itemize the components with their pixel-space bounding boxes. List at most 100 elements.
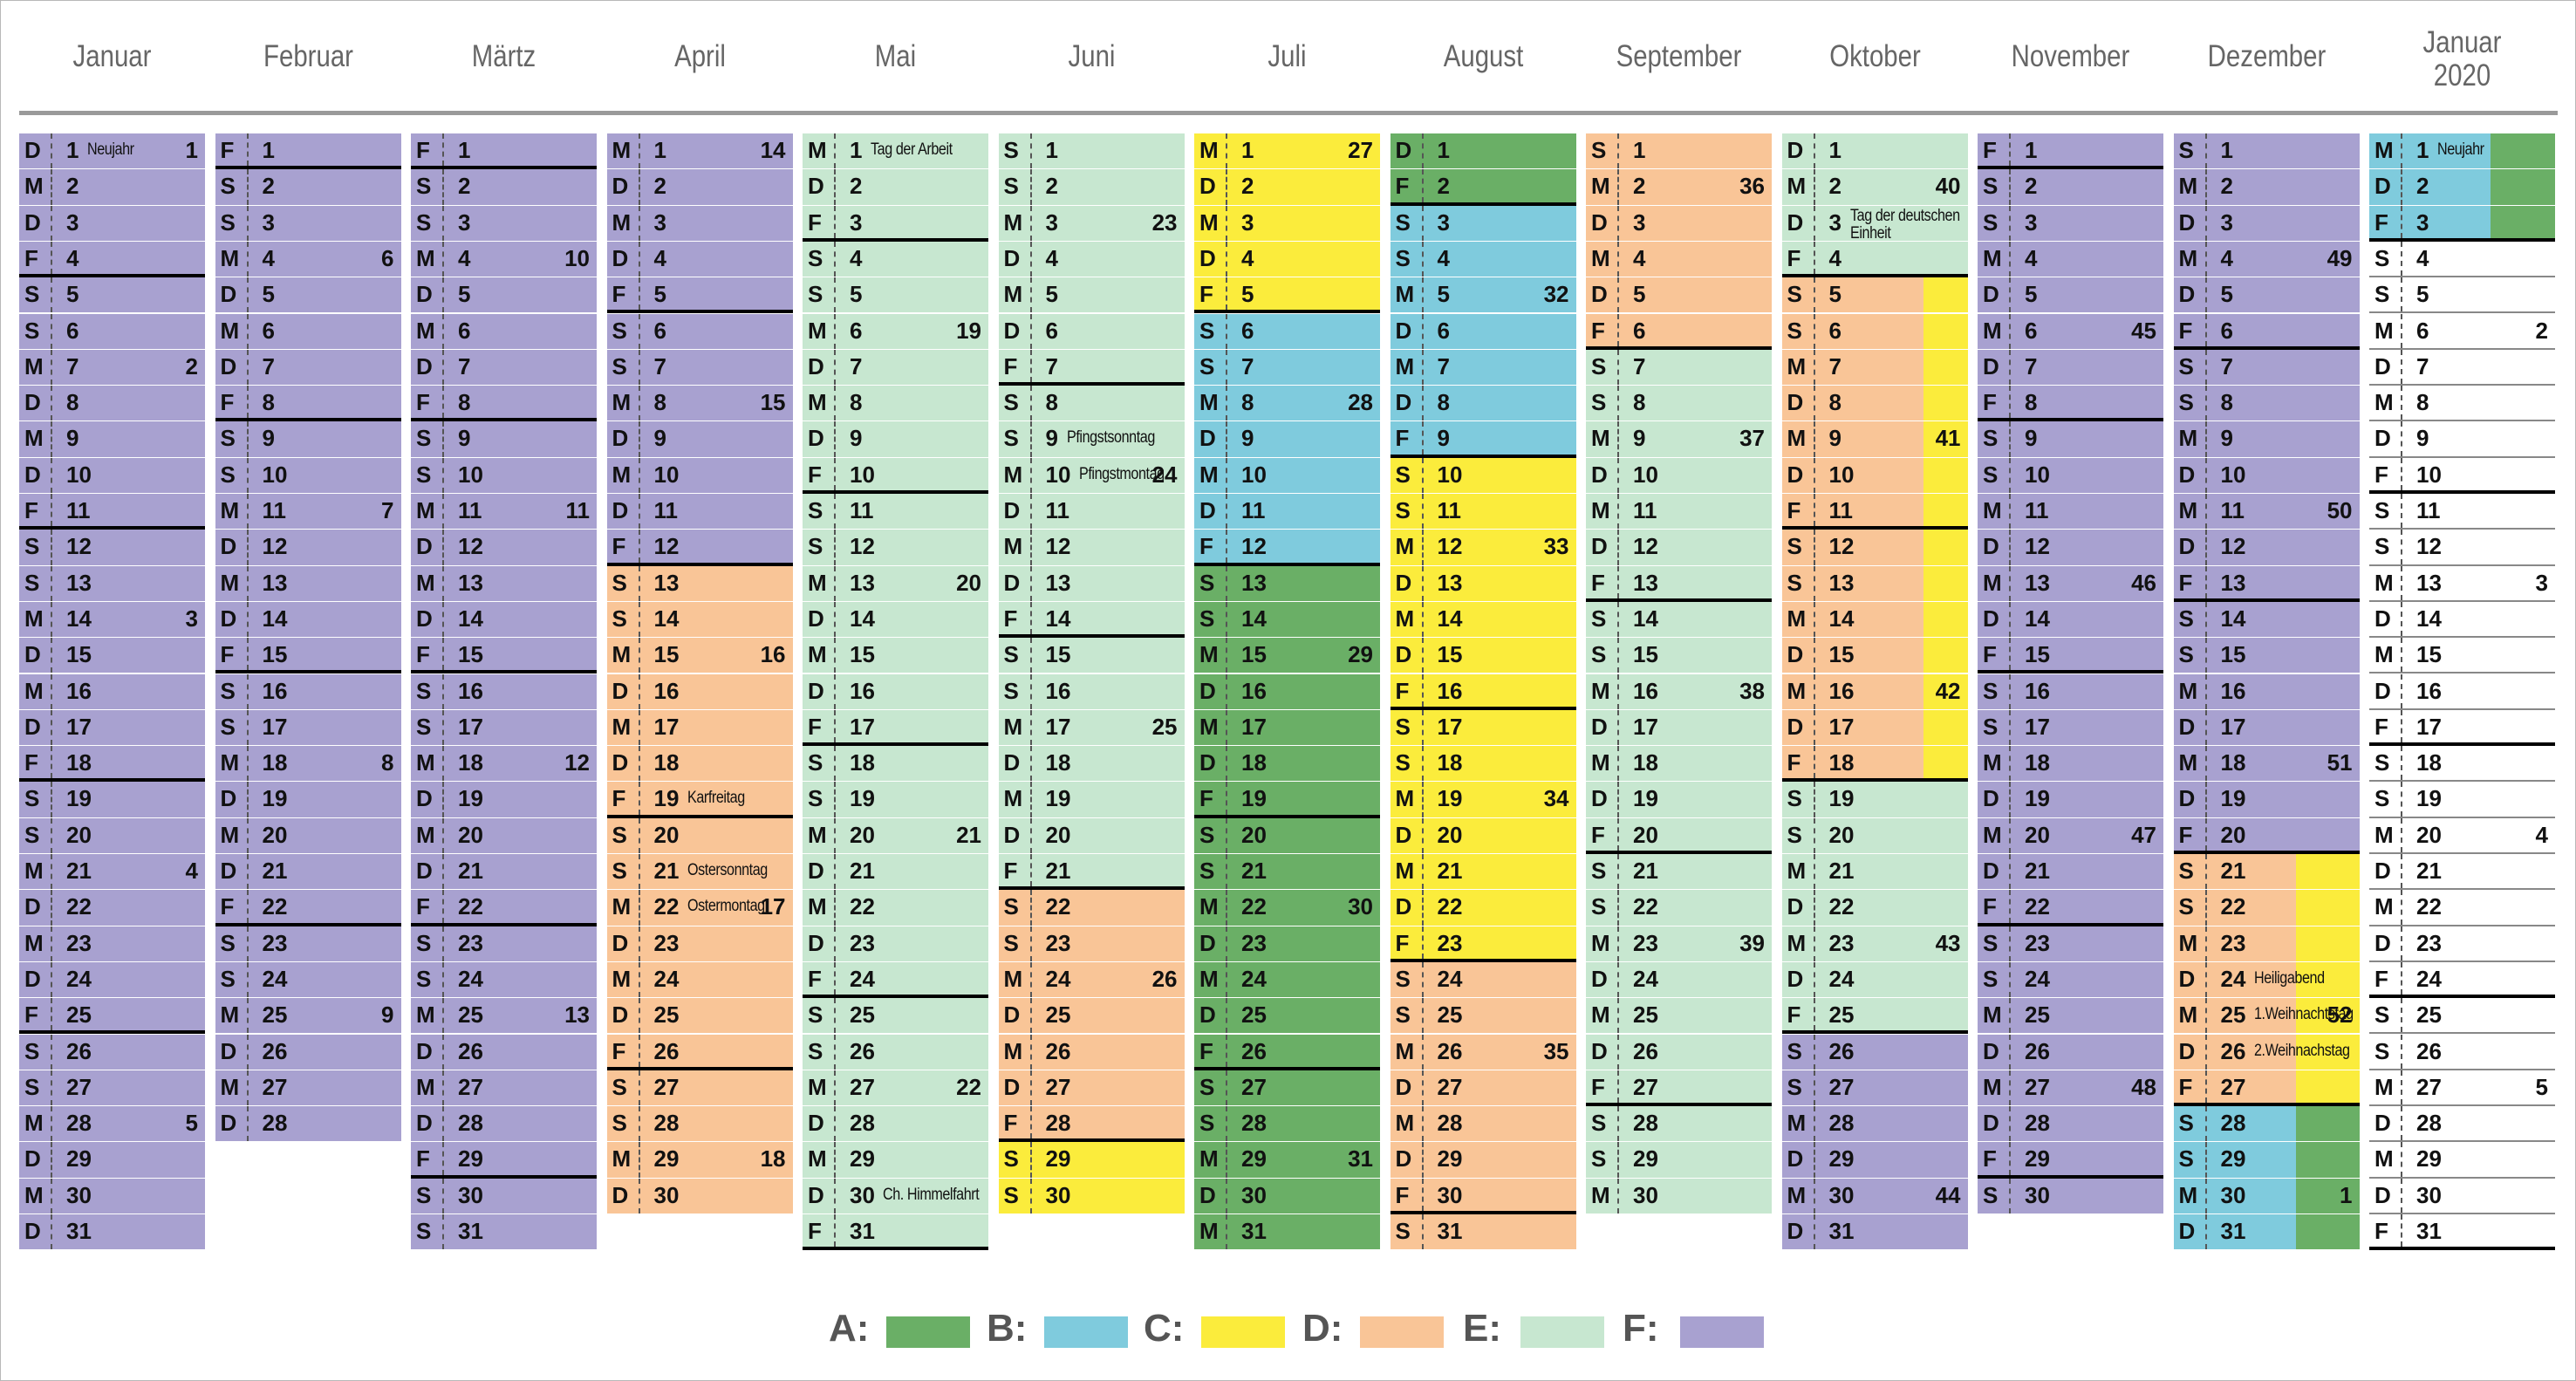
day-cell[interactable]: M 17 xyxy=(1194,709,1380,747)
day-cell[interactable]: D 22 xyxy=(1781,890,1968,926)
day-cell[interactable]: M 16 xyxy=(19,673,205,710)
day-cell[interactable]: D 23 xyxy=(803,926,988,962)
day-cell[interactable]: M 27 xyxy=(411,1070,597,1107)
day-cell[interactable]: S 23 xyxy=(215,926,401,962)
day-cell[interactable]: S 22 xyxy=(1586,890,1772,926)
day-cell[interactable]: M 1 27 xyxy=(1194,133,1380,170)
day-cell[interactable]: S 15 xyxy=(2173,638,2360,674)
day-cell[interactable]: S 18 xyxy=(1390,746,1576,783)
day-cell[interactable]: S 23 xyxy=(998,926,1185,962)
day-cell[interactable]: D 26 xyxy=(411,1034,597,1070)
day-cell[interactable]: S 26 xyxy=(1781,1034,1968,1070)
day-cell[interactable]: M 29 xyxy=(803,1142,988,1179)
day-cell[interactable]: S 24 xyxy=(1390,961,1576,999)
day-cell[interactable]: S 31 xyxy=(1390,1214,1576,1251)
day-cell[interactable]: D 3 Tag der deutschen Einheit xyxy=(1781,205,1968,242)
day-cell[interactable]: M 11 xyxy=(1586,494,1772,530)
day-cell[interactable]: S 26 xyxy=(19,1034,205,1070)
day-cell[interactable]: M 13 3 xyxy=(2369,565,2555,602)
day-cell[interactable]: F 11 xyxy=(19,494,205,530)
day-cell[interactable]: F 27 xyxy=(1586,1070,1772,1107)
day-cell[interactable]: D 23 xyxy=(606,926,793,962)
day-cell[interactable]: D 26 xyxy=(1978,1034,2163,1070)
day-cell[interactable]: S 16 xyxy=(998,673,1185,710)
day-cell[interactable]: F 31 xyxy=(2369,1214,2555,1251)
day-cell[interactable]: M 11 xyxy=(1978,494,2163,530)
day-cell[interactable]: M 30 1 xyxy=(2173,1178,2360,1214)
day-cell[interactable]: M 4 49 xyxy=(2173,241,2360,278)
day-cell[interactable]: S 17 xyxy=(1390,709,1576,747)
day-cell[interactable]: S 12 xyxy=(2369,530,2555,566)
day-cell[interactable]: F 28 xyxy=(998,1106,1185,1143)
day-cell[interactable]: M 27 22 xyxy=(803,1070,988,1107)
day-cell[interactable]: D 24 xyxy=(1586,961,1772,999)
day-cell[interactable]: S 27 xyxy=(1194,1070,1380,1107)
day-cell[interactable]: D 14 xyxy=(2369,601,2555,639)
day-cell[interactable]: M 20 47 xyxy=(1978,817,2163,854)
day-cell[interactable]: D 30 xyxy=(606,1178,793,1214)
day-cell[interactable]: D 18 xyxy=(1194,746,1380,783)
day-cell[interactable]: D 17 xyxy=(1586,709,1772,747)
day-cell[interactable]: D 19 xyxy=(411,782,597,818)
day-cell[interactable]: S 30 xyxy=(1978,1178,2163,1214)
day-cell[interactable]: F 15 xyxy=(411,638,597,674)
day-cell[interactable]: M 6 19 xyxy=(803,313,988,350)
day-cell[interactable]: M 13 46 xyxy=(1978,565,2163,602)
day-cell[interactable]: D 25 xyxy=(1194,998,1380,1035)
day-cell[interactable]: D 15 xyxy=(1781,638,1968,674)
day-cell[interactable]: F 30 xyxy=(1390,1178,1576,1214)
day-cell[interactable]: D 25 xyxy=(606,998,793,1035)
day-cell[interactable]: S 18 xyxy=(803,746,988,783)
day-cell[interactable]: S 18 xyxy=(2369,746,2555,783)
day-cell[interactable]: M 24 xyxy=(1194,961,1380,999)
day-cell[interactable]: D 19 xyxy=(1586,782,1772,818)
day-cell[interactable]: S 12 xyxy=(1781,530,1968,566)
day-cell[interactable]: D 14 xyxy=(1978,601,2163,639)
day-cell[interactable]: D 28 xyxy=(803,1106,988,1143)
day-cell[interactable]: F 10 xyxy=(2369,457,2555,494)
day-cell[interactable]: M 20 21 xyxy=(803,817,988,854)
day-cell[interactable]: S 13 xyxy=(606,565,793,602)
day-cell[interactable]: M 20 xyxy=(411,817,597,854)
day-cell[interactable]: S 23 xyxy=(411,926,597,962)
day-cell[interactable]: S 27 xyxy=(606,1070,793,1107)
day-cell[interactable]: S 19 xyxy=(19,782,205,818)
day-cell[interactable]: D 27 xyxy=(998,1070,1185,1107)
day-cell[interactable]: D 19 xyxy=(2173,782,2360,818)
day-cell[interactable]: D 27 xyxy=(1390,1070,1576,1107)
day-cell[interactable]: D 28 xyxy=(1978,1106,2163,1143)
day-cell[interactable]: M 27 48 xyxy=(1978,1070,2163,1107)
day-cell[interactable]: M 1 Tag der Arbeit xyxy=(803,133,988,170)
day-cell[interactable]: S 21 xyxy=(1194,854,1380,891)
day-cell[interactable]: S 22 xyxy=(998,890,1185,926)
day-cell[interactable]: F 16 xyxy=(1390,673,1576,710)
day-cell[interactable]: F 19 Karfreitag xyxy=(606,782,793,818)
day-cell[interactable]: M 10 Pfingstmontag 24 xyxy=(998,457,1185,494)
day-cell[interactable]: D 12 xyxy=(215,530,401,566)
day-cell[interactable]: D 12 xyxy=(411,530,597,566)
